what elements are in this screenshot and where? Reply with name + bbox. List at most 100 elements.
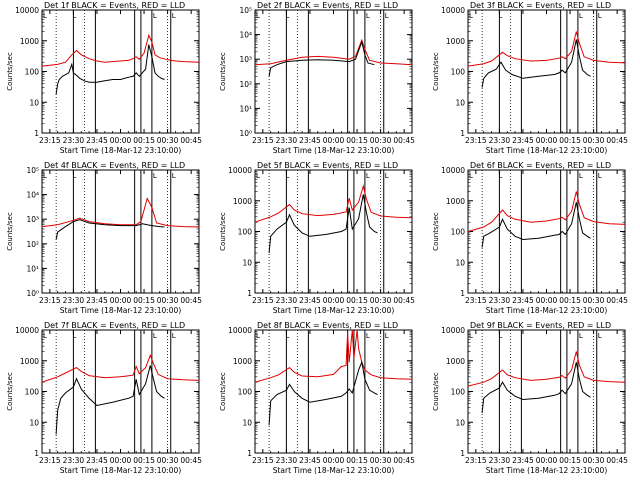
plot-frame	[41, 169, 200, 294]
detector-panel-9: Det 9f BLACK = Events, RED = LLD L L L L 23:1…	[432, 321, 628, 475]
y-tick-label: 10¹	[26, 264, 39, 273]
x-tick-label: 00:00	[110, 136, 132, 145]
x-tick-label: 00:15	[559, 296, 581, 305]
plot-frame	[254, 169, 413, 294]
y-tick-label: 10000	[15, 326, 39, 335]
y-tick-label: 1	[460, 449, 465, 458]
x-tick-label: 00:15	[559, 136, 581, 145]
x-tick-label: 00:00	[536, 136, 558, 145]
corner-mark: L	[72, 12, 76, 20]
panel-title: Det 6f BLACK = Events, RED = LLD	[470, 161, 611, 170]
x-tick-label: 23:45	[512, 456, 534, 465]
y-tick-label: 1	[34, 129, 39, 138]
y-axis-label: Counts/sec	[432, 52, 440, 91]
x-axis-label: Start Time (18-Mar-12 23:10:00)	[486, 466, 608, 475]
x-tick-label: 23:45	[299, 136, 321, 145]
y-tick-label: 10	[455, 98, 465, 107]
x-tick-label: 00:00	[323, 456, 345, 465]
x-tick-label: 00:15	[133, 296, 155, 305]
x-axis-label: Start Time (18-Mar-12 23:10:00)	[60, 306, 182, 315]
y-tick-label: 10	[29, 98, 39, 107]
x-tick-label: 23:45	[512, 136, 534, 145]
x-tick-label: 23:15	[39, 296, 61, 305]
y-tick-label: 10⁴	[239, 31, 252, 40]
corner-mark: L	[498, 332, 502, 340]
events-series-line	[55, 219, 165, 240]
corner-mark: L	[72, 332, 76, 340]
y-tick-label: 100	[238, 388, 253, 397]
y-tick-label: 100	[238, 228, 253, 237]
events-series-line	[55, 44, 165, 95]
corner-mark: L	[469, 332, 473, 340]
y-tick-label: 1	[34, 449, 39, 458]
detector-panel-4: Det 4f BLACK = Events, RED = LLD L L L L 23:1…	[6, 161, 202, 315]
corner-mark: L	[43, 12, 47, 20]
y-tick-label: 100	[451, 228, 466, 237]
x-tick-label: 00:30	[370, 456, 392, 465]
panel-title: Det 3f BLACK = Events, RED = LLD	[470, 1, 611, 10]
corner-mark: L	[285, 12, 289, 20]
panel-title: Det 8f BLACK = Events, RED = LLD	[257, 321, 398, 330]
x-tick-label: 23:15	[252, 136, 274, 145]
y-tick-label: 10	[242, 418, 252, 427]
x-tick-label: 00:45	[606, 136, 628, 145]
x-tick-label: 00:30	[583, 296, 605, 305]
y-tick-label: 10000	[441, 6, 465, 15]
panel-title: Det 1f BLACK = Events, RED = LLD	[44, 1, 185, 10]
corner-mark: L	[153, 12, 157, 20]
y-tick-label: 10000	[228, 166, 252, 175]
y-tick-label: 10000	[228, 326, 252, 335]
x-tick-label: 00:00	[323, 136, 345, 145]
corner-mark: L	[43, 332, 47, 340]
y-tick-label: 1	[460, 289, 465, 298]
detector-panel-5: Det 5f BLACK = Events, RED = LLD L L L L 23:1…	[219, 161, 415, 315]
x-axis-label: Start Time (18-Mar-12 23:10:00)	[60, 146, 182, 155]
lld-series-line	[468, 191, 625, 232]
corner-mark: L	[153, 332, 157, 340]
panel-title: Det 7f BLACK = Events, RED = LLD	[44, 321, 185, 330]
plot-frame	[41, 9, 200, 134]
corner-mark: L	[256, 332, 260, 340]
corner-mark: L	[579, 172, 583, 180]
x-tick-label: 00:15	[133, 136, 155, 145]
x-tick-label: 00:15	[133, 456, 155, 465]
x-tick-label: 00:00	[536, 296, 558, 305]
events-series-line	[481, 202, 591, 248]
x-tick-label: 23:30	[489, 296, 511, 305]
lld-series-line	[468, 351, 625, 387]
x-tick-label: 00:30	[583, 456, 605, 465]
y-tick-label: 10000	[441, 326, 465, 335]
panel-title: Det 9f BLACK = Events, RED = LLD	[470, 321, 611, 330]
y-tick-label: 10⁵	[239, 6, 252, 15]
plot-frame	[254, 9, 413, 134]
x-tick-label: 00:45	[393, 296, 415, 305]
x-tick-label: 23:30	[276, 456, 298, 465]
corner-mark: L	[172, 12, 176, 20]
y-tick-label: 1000	[446, 37, 465, 46]
lld-series-line	[42, 353, 199, 383]
lld-series-line	[255, 330, 412, 383]
y-tick-label: 10000	[441, 166, 465, 175]
corner-mark: L	[469, 12, 473, 20]
y-tick-label: 1000	[446, 357, 465, 366]
y-tick-label: 10	[242, 258, 252, 267]
y-axis-label: Counts/sec	[6, 52, 14, 91]
y-tick-label: 10000	[15, 6, 39, 15]
x-tick-label: 00:15	[346, 296, 368, 305]
x-tick-label: 00:30	[157, 456, 179, 465]
y-tick-label: 1000	[233, 357, 252, 366]
x-tick-label: 00:00	[110, 456, 132, 465]
x-tick-label: 00:45	[180, 456, 202, 465]
x-tick-label: 23:15	[465, 136, 487, 145]
detector-panel-1: Det 1f BLACK = Events, RED = LLD L L L L 23:1…	[6, 1, 202, 155]
x-tick-label: 00:45	[393, 456, 415, 465]
detector-panel-2: Det 2f BLACK = Events, RED = LLD L L L L 23:1…	[219, 1, 415, 155]
x-tick-label: 23:15	[465, 456, 487, 465]
x-tick-label: 23:30	[63, 296, 85, 305]
y-tick-label: 1000	[446, 197, 465, 206]
x-tick-label: 00:15	[346, 456, 368, 465]
x-tick-label: 23:30	[63, 136, 85, 145]
x-tick-label: 00:45	[393, 136, 415, 145]
y-axis-label: Counts/sec	[6, 212, 14, 251]
y-axis-label: Counts/sec	[432, 212, 440, 251]
